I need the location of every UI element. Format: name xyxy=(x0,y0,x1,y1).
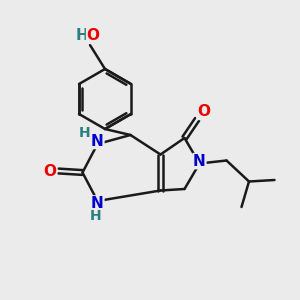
Text: O: O xyxy=(197,104,210,119)
Text: H: H xyxy=(79,126,91,140)
Text: N: N xyxy=(91,134,104,148)
Text: O: O xyxy=(44,164,57,178)
Text: N: N xyxy=(91,196,104,211)
Text: H: H xyxy=(76,28,88,44)
Text: H: H xyxy=(89,209,101,223)
Text: O: O xyxy=(86,28,100,44)
Text: N: N xyxy=(193,154,206,169)
